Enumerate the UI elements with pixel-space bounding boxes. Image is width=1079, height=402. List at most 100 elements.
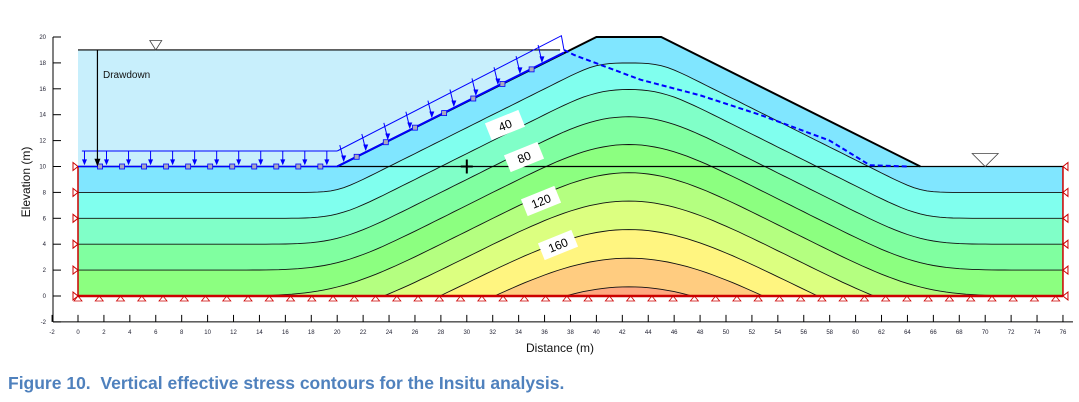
right-fixity-icon [1062,265,1069,276]
node-marker [119,163,125,170]
base-fixity-icon [1050,295,1061,302]
load-arrowhead-icon [341,155,347,162]
left-fixity-icon [72,265,79,276]
contour-line [78,62,1063,193]
base-fixity-icon [221,295,232,302]
x-tick-label: 44 [645,330,652,336]
left-fixity-icon [72,161,79,172]
left-fixity-icon [72,187,79,198]
node-marker [163,163,170,170]
base-fixity-icon [243,295,253,302]
x-tick-label: 22 [360,330,367,336]
base-fixity-icon [370,295,381,302]
reservoir-water [78,50,561,167]
left-fixity-icon [72,290,79,302]
x-tick-label: 28 [438,330,445,336]
contour-line [78,286,1063,296]
load-arrowhead-icon [495,78,501,85]
base-fixity-icon [477,295,487,302]
x-tick-label: 70 [982,330,989,336]
x-tick-label: 0 [76,330,80,336]
contour-label: 120 [520,185,562,217]
left-fixity-icon [72,213,79,224]
contour-line [78,257,1063,296]
x-tick-label: 40 [593,330,600,336]
base-fixity-icon [349,295,360,302]
tailwater-level-icon [971,153,1000,168]
load-arrowhead-icon [363,144,369,151]
contour-label-box [484,109,526,141]
phreatic-line [563,49,908,168]
base-fixity-icon [540,295,551,302]
x-tick-label: 68 [956,330,963,336]
y-tick-label: 12 [39,139,46,145]
x-tick-label: 8 [180,330,184,336]
x-tick-label: 52 [749,330,756,336]
x-tick-label: 32 [489,330,496,336]
base-fixity-icon [94,295,105,302]
node-marker [295,163,302,170]
x-tick-label: 46 [671,330,678,336]
contour-label: 40 [484,109,526,141]
node-marker [251,163,258,170]
x-tick-label: 6 [154,330,158,336]
base-fixity-icon [1008,295,1019,302]
load-arrowhead-icon [429,111,435,118]
node-marker [412,124,418,131]
base-fixity-icon [158,295,168,302]
load-arrowhead-icon [407,122,413,129]
base-fixity-icon [817,295,827,302]
boundary-overlay [72,34,1069,302]
node-marker [470,95,477,102]
base-fixity-icon [391,295,402,302]
x-tick-label: 24 [386,330,393,336]
load-arrowhead-icon [81,159,87,166]
base-fixity-icon [859,295,870,302]
contour-line [78,144,1063,271]
x-tick-label: 16 [282,330,289,336]
x-tick-label: 18 [308,330,315,336]
x-tick-label: 48 [697,330,704,336]
load-arrowhead-icon [473,89,479,96]
base-fixity-icon [668,295,678,302]
x-tick-label: 14 [256,330,263,336]
contour-label-box [520,185,562,217]
y-tick-label: 16 [39,87,46,93]
right-fixity-icon [1062,161,1069,172]
figure-caption: Figure 10. Vertical effective stress con… [8,373,565,393]
node-marker [382,139,389,146]
load-arrowhead-icon [104,159,110,166]
load-arrowhead-icon [148,159,154,166]
base-fixity-icon [179,295,190,302]
load-arrowhead-icon [451,100,457,107]
x-tick-label: 74 [1034,330,1041,336]
base-fixity-icon [838,295,848,302]
base-fixity-icon [264,295,275,302]
x-tick-label: 34 [515,330,522,336]
base-fixity-icon [604,295,615,302]
contour-label-text: 40 [496,116,514,134]
y-tick-label: 0 [43,294,47,300]
y-tick-label: 4 [43,242,47,248]
node-marker [499,81,506,87]
node-marker [441,110,448,116]
base-fixity-icon [498,295,508,302]
node-marker [141,163,147,170]
base-fixity-icon [519,295,530,302]
base-fixity-icon [647,295,657,302]
x-tick-label: 58 [826,330,833,336]
x-axis-label: Distance (m) [526,341,594,355]
x-tick-label: 72 [1008,330,1015,336]
x-tick-label: 50 [723,330,730,336]
load-arrowhead-icon [236,159,242,166]
load-arrowhead-icon [517,67,523,74]
x-tick-label: -2 [49,330,55,336]
contour-label-text: 80 [515,148,533,166]
load-arrowhead-icon [214,159,220,166]
load-arrowhead-icon [385,133,391,140]
water-level-icon [149,40,163,51]
x-tick-label: 62 [878,330,885,336]
base-fixity-icon [1029,295,1040,302]
contour-label: 160 [537,229,579,261]
x-tick-label: 2 [102,330,106,336]
